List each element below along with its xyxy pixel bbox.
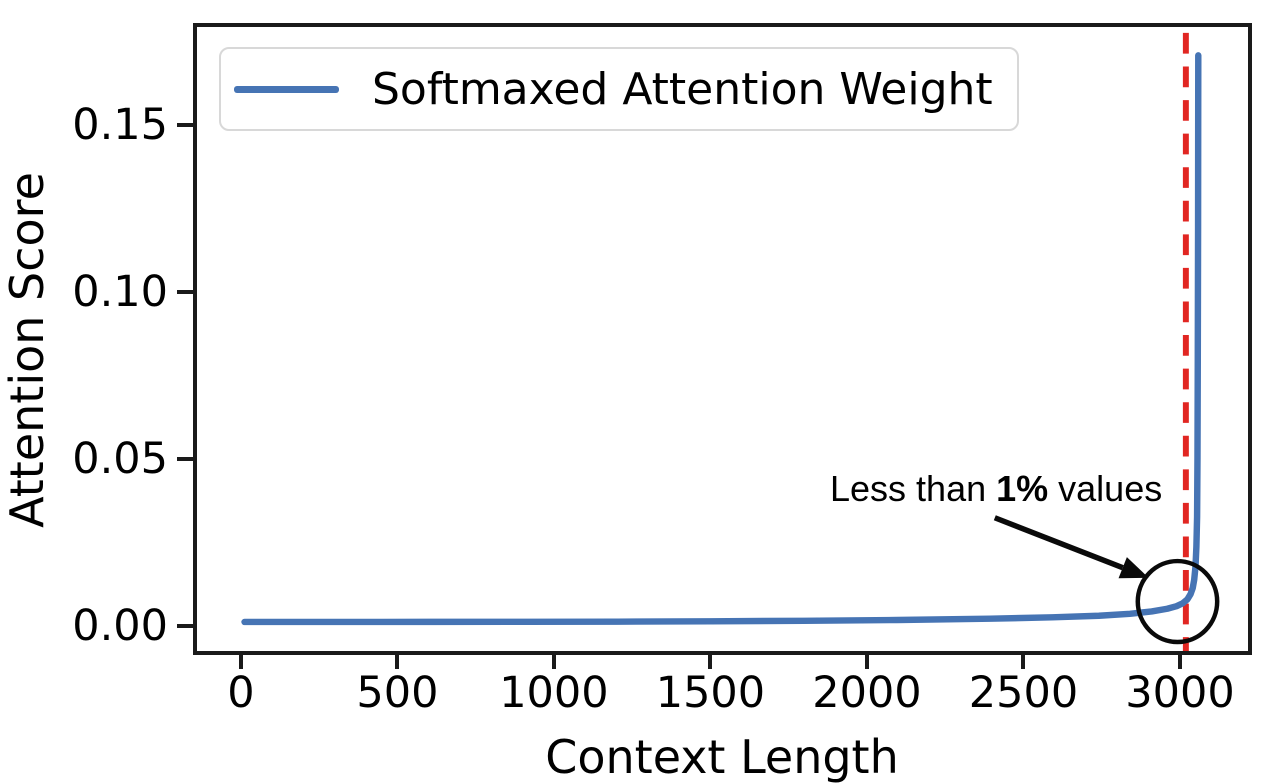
x-tick-label: 1000 — [499, 668, 609, 718]
annotation-circle — [1135, 558, 1220, 645]
annotation-text-suffix: values — [1048, 468, 1163, 509]
annotation-text: Less than 1% values — [830, 468, 1162, 510]
x-tick-mark — [1021, 655, 1026, 669]
y-tick-label: 0.05 — [72, 434, 168, 485]
legend-line-sample — [234, 85, 339, 93]
legend-label: Softmaxed Attention Weight — [372, 63, 993, 115]
x-tick-label: 2000 — [812, 668, 922, 718]
y-axis-label: Attention Score — [0, 172, 54, 528]
x-tick-mark — [551, 655, 556, 669]
x-axis-label: Context Length — [545, 730, 899, 783]
x-tick-mark — [395, 655, 400, 669]
x-tick-label: 2500 — [968, 668, 1079, 718]
x-tick-mark — [864, 655, 869, 669]
plot-canvas — [241, 32, 1220, 651]
y-tick-mark — [177, 624, 193, 629]
x-tick-label: 0 — [227, 668, 255, 718]
y-tick-label: 0.10 — [72, 267, 168, 318]
y-tick-mark — [177, 123, 193, 128]
annotation-arrow-line — [993, 515, 1124, 571]
x-tick-mark — [1178, 655, 1182, 669]
annotation-text-bold: 1% — [996, 468, 1049, 509]
x-tick-mark — [238, 655, 243, 669]
annotation-text-prefix: Less than — [830, 468, 997, 509]
x-tick-label: 500 — [356, 668, 439, 718]
attention-curve — [241, 52, 1202, 626]
y-tick-mark — [177, 290, 193, 295]
x-tick-label: 3000 — [1125, 668, 1235, 718]
x-tick-label: 1500 — [655, 668, 766, 718]
y-tick-label: 0.15 — [72, 100, 168, 151]
y-tick-label: 0.00 — [72, 601, 168, 652]
annotation-arrow-head — [1118, 557, 1149, 579]
legend-box: Softmaxed Attention Weight — [219, 47, 1019, 131]
y-tick-mark — [177, 457, 193, 462]
x-tick-mark — [708, 655, 713, 669]
plot-area: Softmaxed Attention Weight Less than 1% … — [193, 23, 1252, 655]
